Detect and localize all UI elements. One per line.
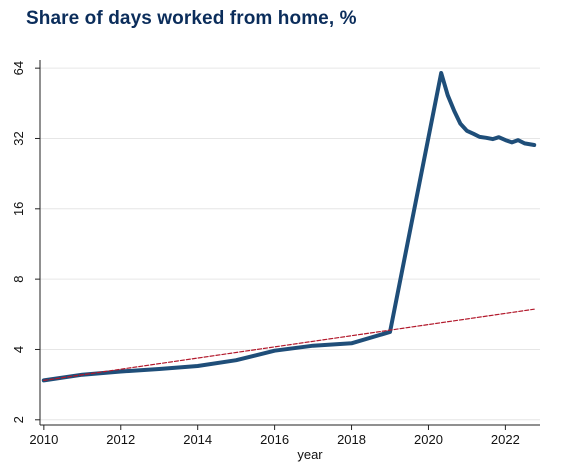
x-tick-label: 2020 — [414, 432, 443, 447]
chart-title: Share of days worked from home, % — [26, 8, 357, 29]
series-lines — [41, 71, 537, 383]
x-tick-label: 2022 — [491, 432, 520, 447]
y-tick-label: 64 — [11, 61, 26, 75]
y-tick-label: 8 — [11, 276, 26, 283]
y-tick-label: 2 — [11, 416, 26, 423]
y-tick-label: 16 — [11, 202, 26, 216]
axes — [35, 60, 540, 430]
x-tick-label: 2016 — [260, 432, 289, 447]
tick-labels: 2 4 8 16 32 64 2010 2012 2014 2016 2018 2020 2022 — [11, 61, 520, 447]
x-tick-label: 2018 — [337, 432, 366, 447]
x-tick-label: 2012 — [106, 432, 135, 447]
y-tick-label: 32 — [11, 131, 26, 145]
gridlines — [40, 67, 540, 421]
y-tick-label: 4 — [11, 346, 26, 353]
trend-line-dashed — [43, 308, 535, 381]
series-line-main — [41, 71, 537, 383]
x-tick-label: 2010 — [29, 432, 58, 447]
x-tick-label: 2014 — [183, 432, 212, 447]
x-axis-label: year — [297, 447, 323, 462]
